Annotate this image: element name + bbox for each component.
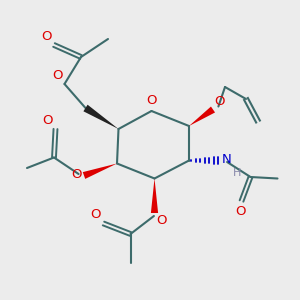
Text: H: H (233, 168, 242, 178)
Text: O: O (52, 69, 63, 82)
Text: N: N (222, 153, 232, 167)
Polygon shape (83, 105, 118, 129)
Polygon shape (151, 178, 158, 213)
Polygon shape (83, 164, 117, 179)
Text: O: O (235, 205, 245, 218)
Polygon shape (189, 106, 215, 126)
Text: O: O (91, 208, 101, 221)
Text: O: O (156, 214, 166, 227)
Text: O: O (214, 95, 225, 108)
Text: O: O (43, 114, 53, 127)
Text: O: O (146, 94, 157, 107)
Text: O: O (71, 168, 82, 182)
Text: O: O (41, 30, 52, 43)
